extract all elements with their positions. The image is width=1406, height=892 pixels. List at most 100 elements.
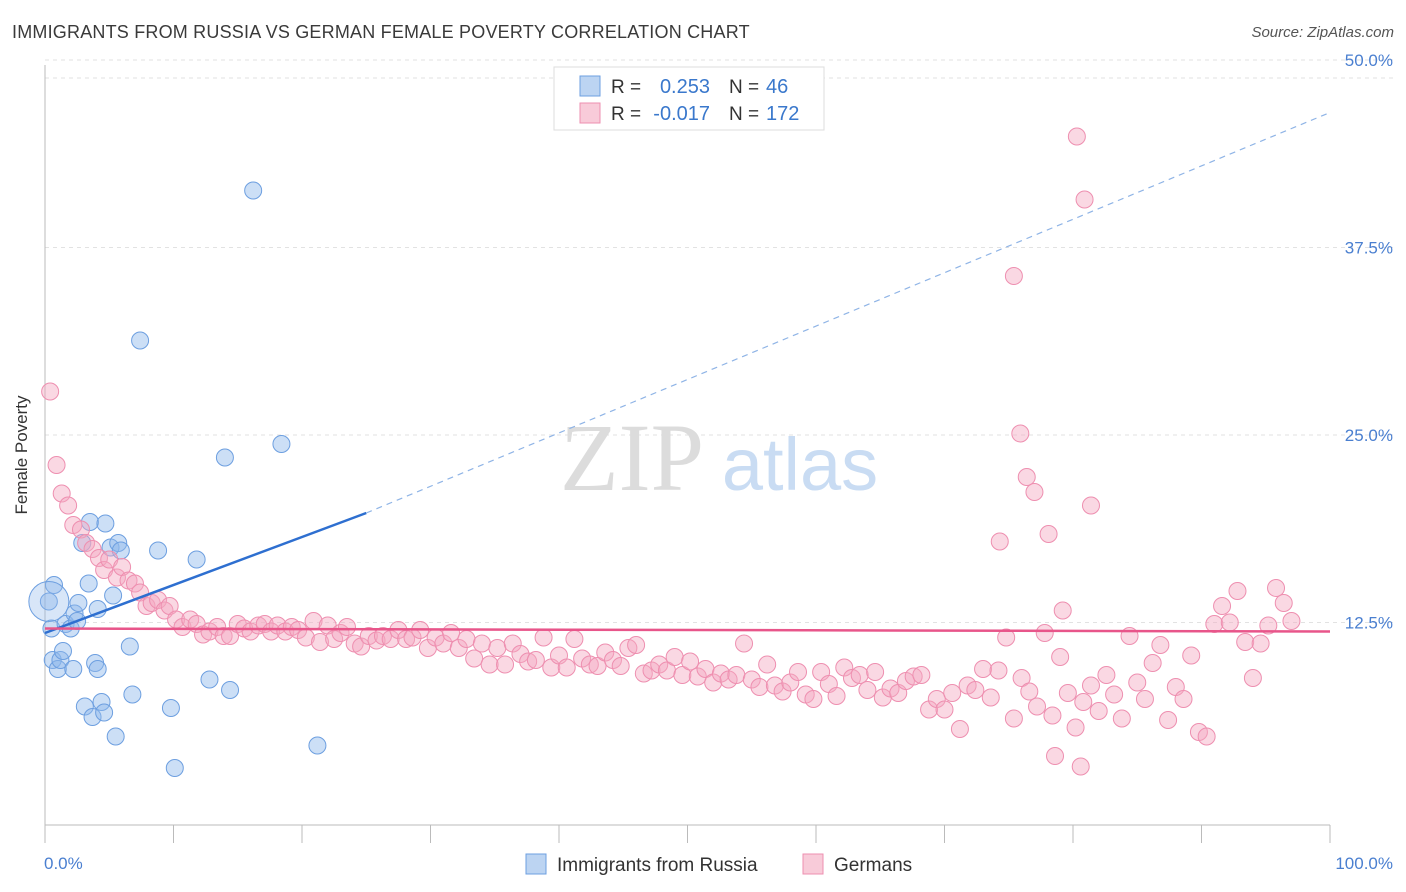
germans-point xyxy=(1151,636,1170,654)
germans-point xyxy=(208,618,227,636)
y-tick-label: 12.5% xyxy=(1345,614,1393,633)
germans-point xyxy=(59,496,78,515)
germans-point xyxy=(534,628,553,647)
germans-point xyxy=(41,382,60,401)
germans-point xyxy=(927,690,946,708)
russia-point xyxy=(221,681,240,699)
germans-point xyxy=(526,651,545,669)
germans-point xyxy=(1220,613,1239,632)
germans-point xyxy=(457,630,476,648)
germans-point xyxy=(1035,624,1054,642)
germans-point xyxy=(519,652,538,671)
germans-point xyxy=(1081,676,1100,695)
germans-point xyxy=(352,637,371,656)
germans-point xyxy=(912,666,931,684)
germans-point xyxy=(1243,669,1262,687)
germans-point xyxy=(735,634,754,653)
germans-point xyxy=(974,660,993,678)
russia-trend-line xyxy=(44,511,367,635)
russia-point xyxy=(88,660,107,678)
germans-point xyxy=(557,658,576,677)
legend-r-label: R = xyxy=(611,104,641,125)
germans-point xyxy=(367,631,386,650)
legend-series: Immigrants from Russia Germans xyxy=(525,853,912,876)
russia-point xyxy=(96,514,115,533)
germans-point xyxy=(1028,697,1047,716)
germans-point xyxy=(1174,690,1193,708)
y-tick-label: 50.0% xyxy=(1345,51,1393,70)
legend-series-swatch xyxy=(802,853,824,875)
germans-point xyxy=(1112,709,1131,728)
germans-point xyxy=(1228,582,1247,600)
germans-point xyxy=(1039,525,1058,543)
germans-point xyxy=(688,667,707,686)
russia-point xyxy=(69,594,88,612)
legend-r-label: R = xyxy=(611,77,641,98)
germans-point xyxy=(611,657,630,675)
y-tick-label: 37.5% xyxy=(1345,239,1393,258)
germans-point xyxy=(920,700,939,719)
germans-point xyxy=(480,655,499,674)
russia-point xyxy=(200,670,219,689)
germans-point xyxy=(1081,496,1100,515)
grid-lines xyxy=(45,59,1395,623)
germans-point xyxy=(1046,747,1065,765)
germans-point xyxy=(773,682,792,701)
germans-point xyxy=(1066,718,1085,737)
russia-point xyxy=(131,331,150,350)
legend-n-value: 172 xyxy=(766,103,799,125)
germans-point xyxy=(627,636,646,654)
germans-point xyxy=(665,648,684,666)
germans-point xyxy=(943,684,962,702)
germans-point xyxy=(173,618,192,636)
watermark-zip: ZIP xyxy=(560,404,704,511)
russia-point xyxy=(161,699,180,717)
germans-point xyxy=(858,681,877,699)
germans-point xyxy=(750,678,769,696)
germans-point xyxy=(1017,468,1036,486)
russia-point xyxy=(272,435,291,453)
legend-swatch xyxy=(579,102,601,124)
germans-point xyxy=(981,688,1000,707)
germans-point xyxy=(1159,711,1178,729)
legend-n-value: 46 xyxy=(766,76,788,98)
germans-point xyxy=(1251,634,1270,653)
germans-point xyxy=(1020,682,1039,701)
germans-point xyxy=(1205,615,1224,633)
y-tick-label: 25.0% xyxy=(1345,426,1393,445)
germans-point xyxy=(673,666,692,684)
russia-point xyxy=(92,693,111,711)
germans-point xyxy=(1143,654,1162,672)
russia-point xyxy=(73,534,92,552)
germans-point xyxy=(488,639,507,657)
germans-point xyxy=(1074,693,1093,711)
germans-point xyxy=(727,666,746,684)
legend-swatch xyxy=(579,75,601,97)
data-points xyxy=(28,127,1301,777)
germans-point xyxy=(71,520,90,539)
legend-series-label: Germans xyxy=(834,855,912,876)
germans-point xyxy=(950,720,969,738)
legend-r-value: -0.017 xyxy=(653,103,710,125)
germans-point xyxy=(804,690,823,708)
germans-point xyxy=(1012,669,1031,687)
russia-point xyxy=(43,651,62,669)
germans-point xyxy=(1267,579,1286,597)
germans-point xyxy=(1213,597,1232,615)
russia-point xyxy=(75,697,94,716)
germans-point xyxy=(1075,190,1094,209)
germans-point xyxy=(1274,594,1293,612)
germans-point xyxy=(1043,706,1062,725)
germans-point xyxy=(704,673,723,692)
legend-stats: R = 0.253 N = 46 R = -0.017 N = 172 xyxy=(553,66,825,131)
germans-point xyxy=(276,622,295,641)
x-tick-labels: 0.0% 100.0% xyxy=(44,854,1393,873)
germans-trend-line xyxy=(44,627,1331,633)
germans-point xyxy=(990,532,1009,551)
germans-point xyxy=(310,633,329,651)
russia-point xyxy=(83,708,102,726)
germans-point xyxy=(137,597,156,615)
germans-point xyxy=(337,618,356,636)
russia-point xyxy=(149,541,168,560)
germans-point xyxy=(935,700,954,719)
